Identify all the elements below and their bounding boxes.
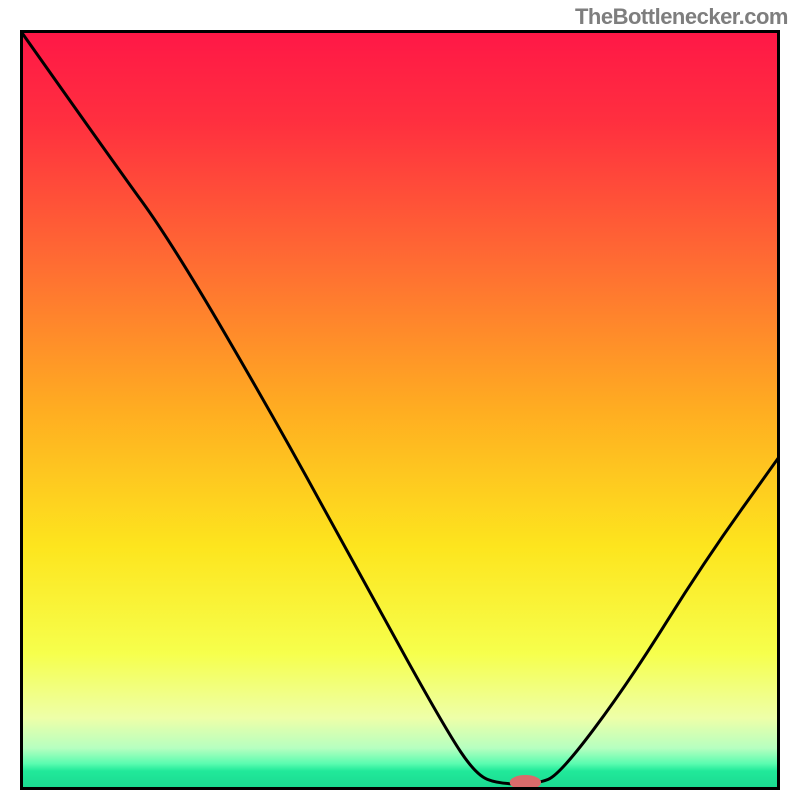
bottleneck-curve-plot xyxy=(20,30,780,790)
watermark-text: TheBottlenecker.com xyxy=(575,4,788,30)
plot-background xyxy=(20,30,780,790)
chart-container: TheBottlenecker.com xyxy=(0,0,800,800)
